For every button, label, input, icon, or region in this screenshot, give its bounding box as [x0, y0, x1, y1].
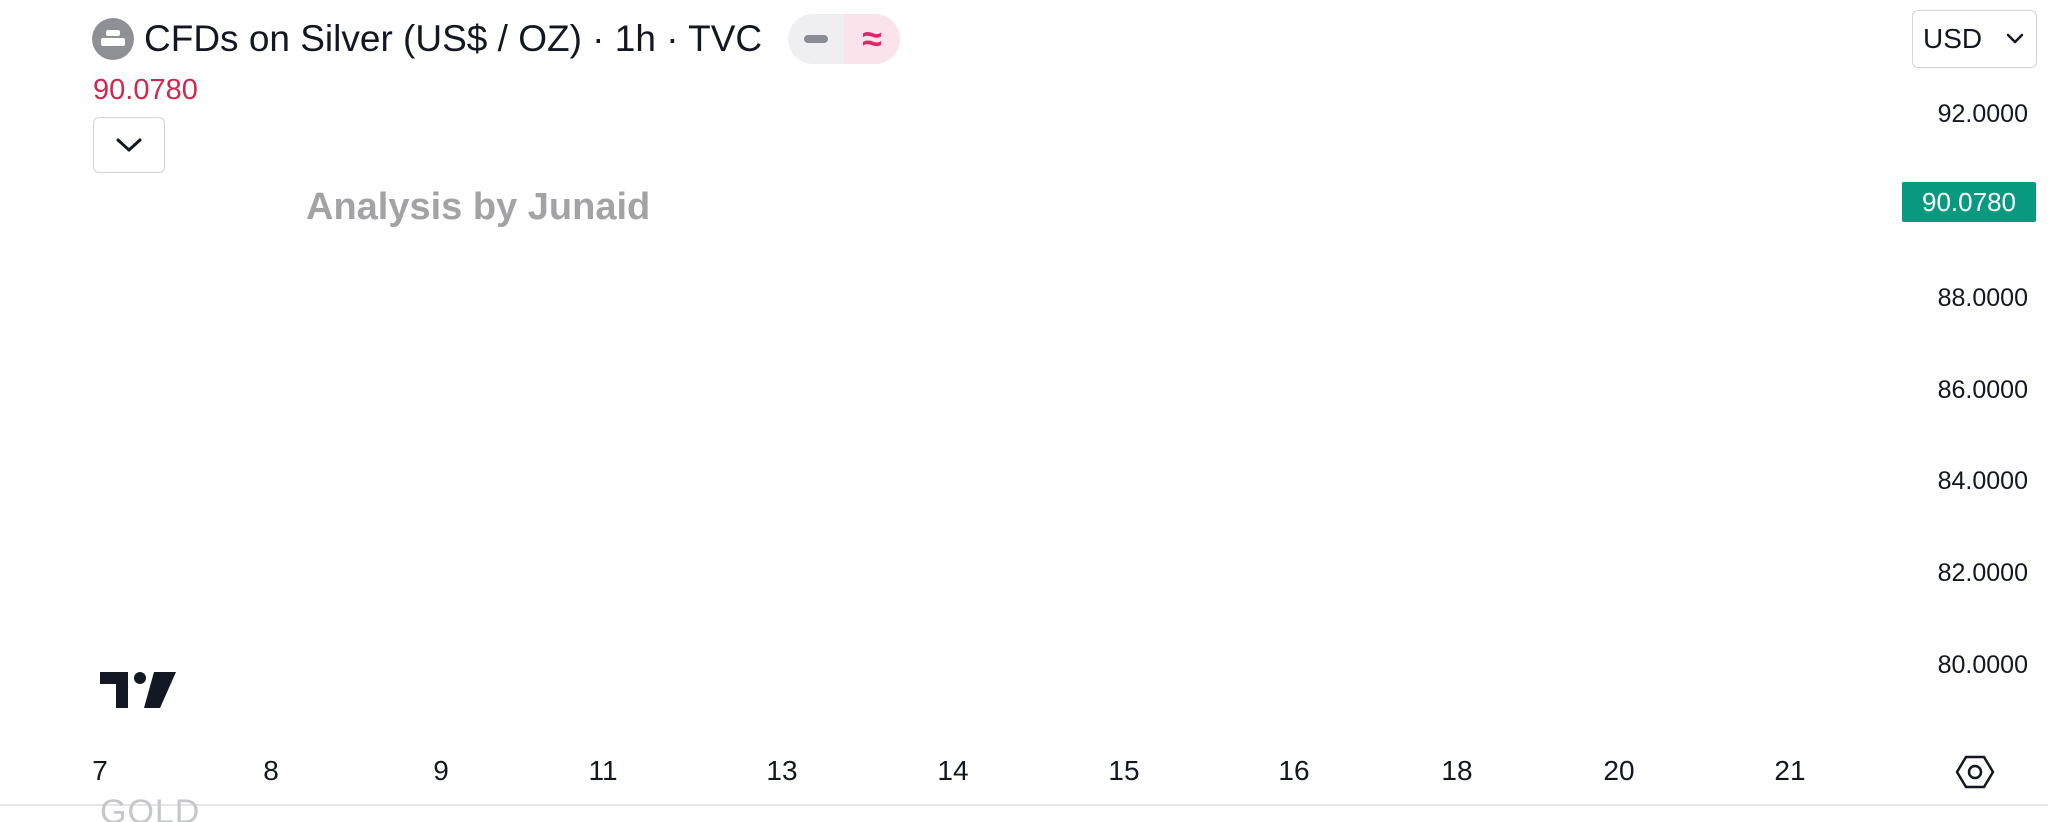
market-status-icon[interactable]: ≈: [788, 14, 901, 64]
time-axis-label: 15: [1108, 755, 1140, 786]
price-axis-label: 80.0000: [1937, 651, 2028, 679]
market-status-closed-segment: [788, 14, 844, 64]
price-axis-label: 86.0000: [1937, 376, 2028, 404]
currency-select[interactable]: USD: [1912, 10, 2037, 68]
symbol-header: CFDs on Silver (US$ / OZ) · 1h · TVC ≈: [92, 14, 901, 64]
tradingview-logo-icon: [100, 672, 176, 708]
time-axis-label: 20: [1603, 755, 1635, 786]
analysis-watermark: Analysis by Junaid: [306, 186, 651, 228]
wave-icon: ≈: [844, 14, 901, 64]
time-axis-label: 18: [1441, 755, 1473, 786]
chevron-down-icon: [2006, 33, 2024, 44]
collapse-legend-button[interactable]: [93, 117, 165, 173]
price-axis-label: 88.0000: [1937, 284, 2028, 312]
time-axis-label: 8: [263, 755, 279, 786]
time-axis-label: 7: [92, 755, 108, 786]
price-axis-label: 82.0000: [1937, 559, 2028, 587]
header-last-price: 90.0780: [93, 74, 198, 106]
price-axis-label: 84.0000: [1937, 467, 2028, 495]
price-axis-label: 92.0000: [1937, 100, 2028, 128]
time-axis-label: 13: [766, 755, 798, 786]
symbol-title[interactable]: CFDs on Silver (US$ / OZ) · 1h · TVC: [144, 18, 763, 59]
time-axis-label: 14: [937, 755, 969, 786]
silver-bars-icon: [92, 18, 134, 60]
chevron-down-icon: [116, 138, 142, 152]
footer-symbol-label: GOLD: [100, 793, 201, 822]
time-axis-label: 21: [1774, 755, 1806, 786]
currency-value: USD: [1923, 23, 1983, 54]
time-axis-label: 11: [588, 755, 618, 786]
settings-hexagon-icon[interactable]: [1955, 752, 1995, 792]
time-axis-label: 16: [1278, 755, 1310, 786]
last-price-tag: 90.0780: [1902, 182, 2036, 222]
dash-icon: [804, 35, 829, 43]
time-axis-label: 9: [433, 755, 449, 786]
